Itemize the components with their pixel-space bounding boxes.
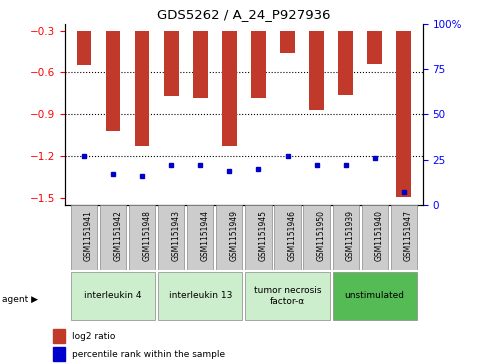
Bar <box>193 30 208 98</box>
Bar <box>53 347 65 361</box>
Bar <box>251 30 266 98</box>
Bar <box>106 30 120 131</box>
Bar <box>397 30 411 197</box>
Bar <box>53 329 65 343</box>
Bar <box>71 272 156 320</box>
Bar <box>158 205 185 270</box>
Bar <box>303 205 329 270</box>
Text: GSM1151950: GSM1151950 <box>316 210 326 261</box>
Bar <box>100 205 126 270</box>
Text: percentile rank within the sample: percentile rank within the sample <box>71 350 225 359</box>
Text: GSM1151944: GSM1151944 <box>200 210 209 261</box>
Text: GSM1151945: GSM1151945 <box>258 210 268 261</box>
Text: GSM1151946: GSM1151946 <box>287 210 297 261</box>
Bar <box>332 205 359 270</box>
Text: GSM1151941: GSM1151941 <box>84 210 93 261</box>
Bar <box>158 272 242 320</box>
Bar <box>129 205 156 270</box>
Bar <box>391 205 417 270</box>
Bar <box>222 30 237 146</box>
Text: interleukin 4: interleukin 4 <box>85 291 142 300</box>
Bar <box>245 272 329 320</box>
Text: GSM1151949: GSM1151949 <box>229 210 239 261</box>
Bar <box>71 205 97 270</box>
Bar <box>274 205 300 270</box>
Bar <box>164 30 179 96</box>
Text: GSM1151947: GSM1151947 <box>404 210 413 261</box>
Title: GDS5262 / A_24_P927936: GDS5262 / A_24_P927936 <box>157 8 331 21</box>
Bar <box>339 30 353 95</box>
Text: unstimulated: unstimulated <box>345 291 405 300</box>
Text: interleukin 13: interleukin 13 <box>169 291 232 300</box>
Bar <box>309 30 324 110</box>
Bar <box>332 272 417 320</box>
Text: GSM1151939: GSM1151939 <box>346 210 355 261</box>
Text: GSM1151943: GSM1151943 <box>171 210 180 261</box>
Bar <box>280 30 295 53</box>
Bar <box>368 30 382 64</box>
Bar <box>187 205 213 270</box>
Bar <box>362 205 388 270</box>
Bar <box>216 205 242 270</box>
Bar <box>135 30 149 146</box>
Bar <box>77 30 91 65</box>
Text: GSM1151942: GSM1151942 <box>113 210 122 261</box>
Text: tumor necrosis
factor-α: tumor necrosis factor-α <box>254 286 321 306</box>
Bar <box>245 205 271 270</box>
Text: log2 ratio: log2 ratio <box>71 332 115 340</box>
Text: GSM1151948: GSM1151948 <box>142 210 151 261</box>
Text: agent ▶: agent ▶ <box>2 295 39 304</box>
Text: GSM1151940: GSM1151940 <box>375 210 384 261</box>
